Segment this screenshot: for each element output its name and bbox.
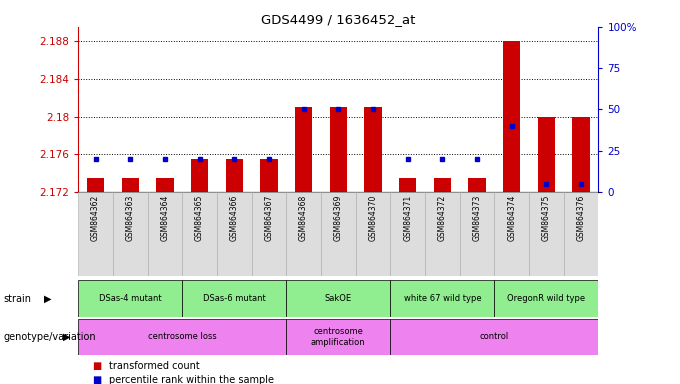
Text: GSM864366: GSM864366 <box>230 195 239 241</box>
Bar <box>87 178 104 192</box>
Text: strain: strain <box>3 293 31 304</box>
Bar <box>252 192 286 276</box>
Bar <box>538 116 555 192</box>
Text: GSM864370: GSM864370 <box>369 195 377 241</box>
Bar <box>122 178 139 192</box>
Text: genotype/variation: genotype/variation <box>3 332 96 342</box>
Bar <box>434 178 451 192</box>
Bar <box>113 192 148 276</box>
Bar <box>460 192 494 276</box>
Text: control: control <box>479 333 509 341</box>
Bar <box>503 41 520 192</box>
Bar <box>425 192 460 276</box>
Text: GSM864369: GSM864369 <box>334 195 343 241</box>
Text: GSM864375: GSM864375 <box>542 195 551 241</box>
Text: transformed count: transformed count <box>109 361 199 371</box>
Bar <box>217 192 252 276</box>
Bar <box>182 192 217 276</box>
Title: GDS4499 / 1636452_at: GDS4499 / 1636452_at <box>261 13 415 26</box>
Text: ■: ■ <box>92 361 101 371</box>
Bar <box>286 319 390 355</box>
Text: DSas-6 mutant: DSas-6 mutant <box>203 294 266 303</box>
Text: centrosome loss: centrosome loss <box>148 333 217 341</box>
Text: ▶: ▶ <box>44 293 52 304</box>
Bar <box>390 192 425 276</box>
Text: GSM864371: GSM864371 <box>403 195 412 241</box>
Text: ■: ■ <box>92 375 101 384</box>
Bar <box>356 192 390 276</box>
Text: GSM864373: GSM864373 <box>473 195 481 241</box>
Bar <box>78 319 286 355</box>
Bar <box>78 280 182 317</box>
Text: GSM864365: GSM864365 <box>195 195 204 241</box>
Bar <box>330 107 347 192</box>
Bar <box>260 159 277 192</box>
Bar <box>399 178 416 192</box>
Bar <box>469 178 486 192</box>
Text: centrosome
amplification: centrosome amplification <box>311 327 366 347</box>
Text: white 67 wild type: white 67 wild type <box>403 294 481 303</box>
Bar <box>390 319 598 355</box>
Bar <box>364 107 381 192</box>
Bar <box>494 192 529 276</box>
Bar <box>148 192 182 276</box>
Bar <box>226 159 243 192</box>
Text: GSM864372: GSM864372 <box>438 195 447 241</box>
Text: GSM864367: GSM864367 <box>265 195 273 241</box>
Bar <box>494 280 598 317</box>
Bar <box>295 107 312 192</box>
Text: DSas-4 mutant: DSas-4 mutant <box>99 294 162 303</box>
Bar <box>286 280 390 317</box>
Text: GSM864363: GSM864363 <box>126 195 135 241</box>
Text: GSM864376: GSM864376 <box>577 195 585 241</box>
Text: GSM864364: GSM864364 <box>160 195 169 241</box>
Bar <box>191 159 208 192</box>
Bar <box>390 280 494 317</box>
Text: percentile rank within the sample: percentile rank within the sample <box>109 375 274 384</box>
Bar <box>529 192 564 276</box>
Bar <box>78 192 113 276</box>
Text: GSM864374: GSM864374 <box>507 195 516 241</box>
Text: OregonR wild type: OregonR wild type <box>507 294 585 303</box>
Bar <box>156 178 173 192</box>
Bar <box>182 280 286 317</box>
Text: ▶: ▶ <box>63 332 71 342</box>
Text: GSM864368: GSM864368 <box>299 195 308 241</box>
Text: GSM864362: GSM864362 <box>91 195 100 241</box>
Bar <box>564 192 598 276</box>
Bar <box>573 116 590 192</box>
Bar <box>321 192 356 276</box>
Text: SakOE: SakOE <box>325 294 352 303</box>
Bar <box>286 192 321 276</box>
